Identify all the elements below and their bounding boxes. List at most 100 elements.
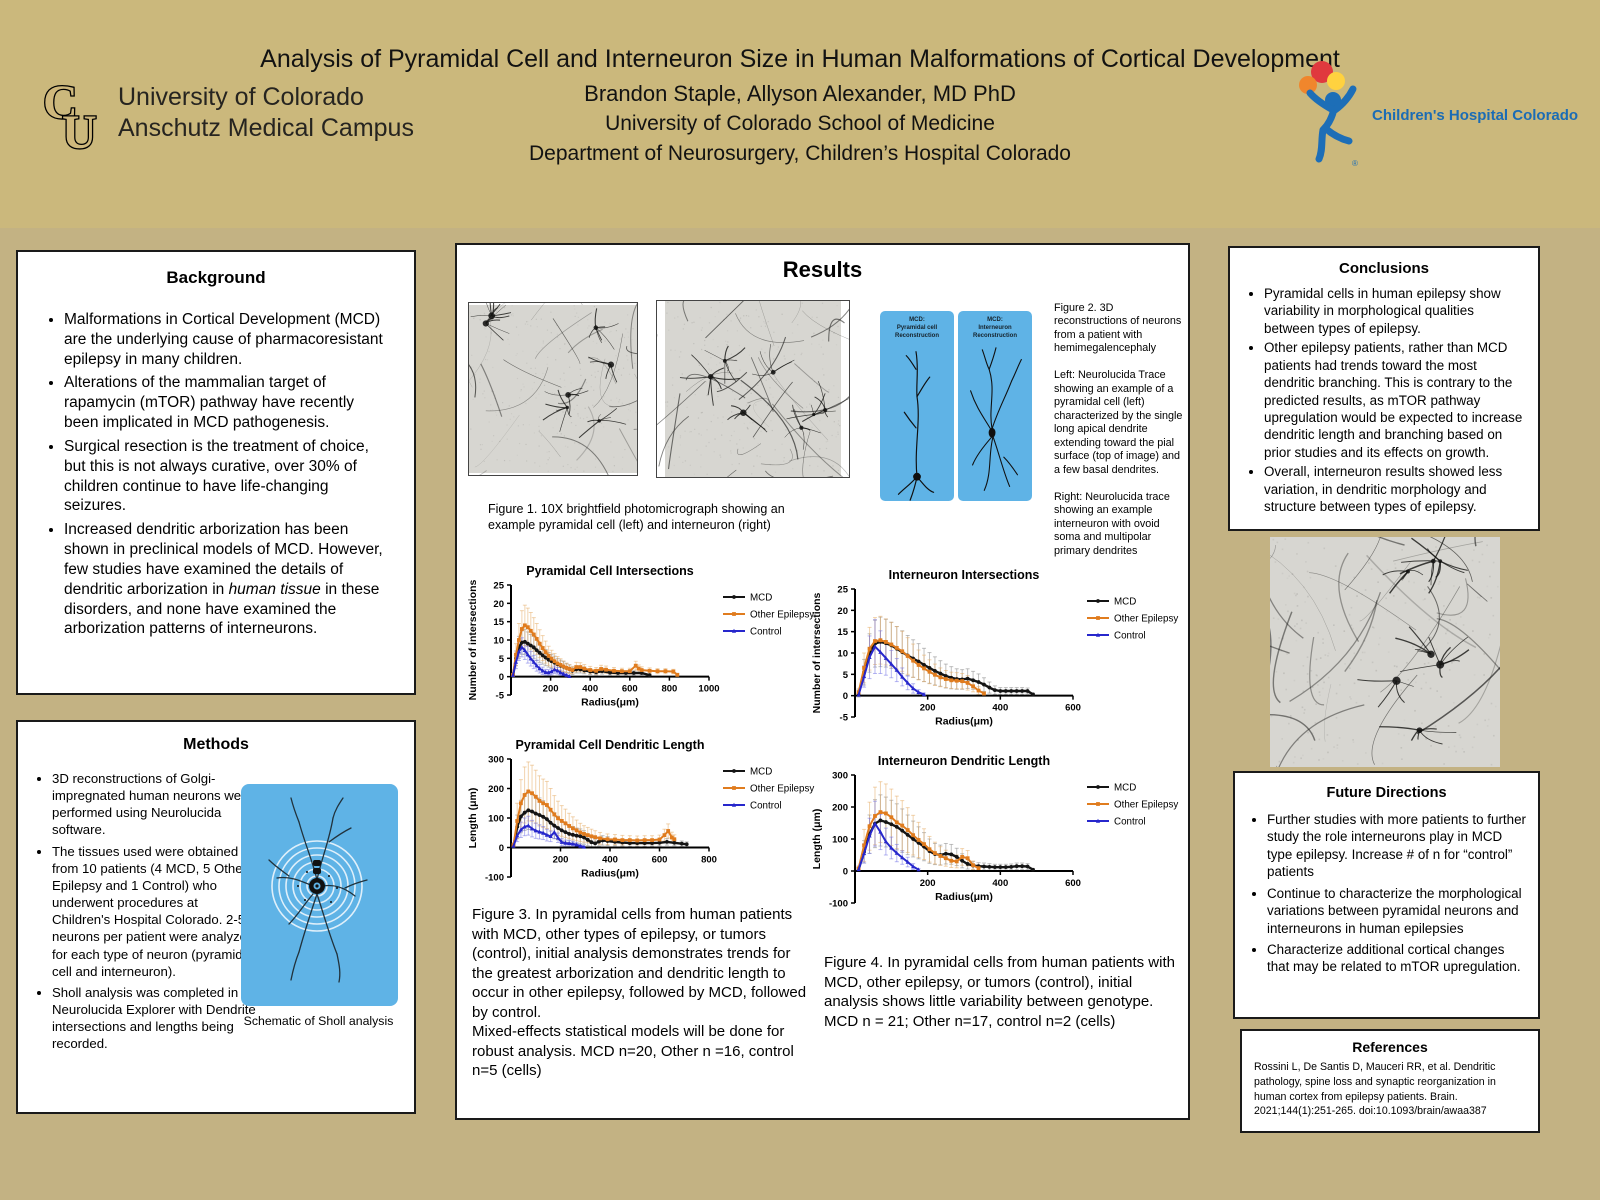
bullet: Malformations in Cortical Development (M… — [64, 310, 388, 369]
svg-text:Other Epilepsy: Other Epilepsy — [1114, 800, 1178, 811]
svg-text:U: U — [62, 106, 97, 154]
svg-text:400: 400 — [582, 684, 598, 695]
background-bullet-list: Malformations in Cortical Development (M… — [44, 310, 388, 639]
svg-text:-100: -100 — [829, 899, 848, 910]
svg-text:400: 400 — [992, 703, 1008, 714]
cu-logo-text: University of Colorado Anschutz Medical … — [118, 82, 414, 144]
svg-text:800: 800 — [701, 855, 717, 866]
bullet: 3D reconstructions of Golgi-impregnated … — [52, 770, 257, 839]
reference-text: Rossini L, De Santis D, Mauceri RR, et a… — [1254, 1061, 1496, 1118]
recon-label-line2: Pyramidal cell Reconstruction — [894, 325, 939, 340]
svg-text:-100: -100 — [485, 873, 504, 884]
figure2-caption: Figure 2. 3D reconstructions of neurons … — [1054, 302, 1183, 557]
svg-text:0: 0 — [843, 691, 848, 702]
bullet: Alterations of the mammalian target of r… — [64, 373, 388, 432]
recon-label-line2: Interneuron Reconstruction — [972, 325, 1017, 340]
svg-text:25: 25 — [493, 581, 504, 592]
svg-text:0: 0 — [843, 867, 848, 878]
svg-text:Length (μm): Length (μm) — [811, 809, 823, 870]
svg-text:Radius(μm): Radius(μm) — [581, 697, 639, 709]
svg-text:Control: Control — [1114, 631, 1146, 642]
figure4-caption: Figure 4. In pyramidal cells from human … — [824, 954, 1175, 1030]
childrens-hospital-logo: ® Children's Hospital Colorado — [1296, 58, 1578, 173]
svg-text:600: 600 — [652, 855, 668, 866]
bullet: Pyramidal cells in human epilepsy show v… — [1264, 285, 1524, 337]
interneuron-trace-icon — [970, 347, 1022, 492]
bullet: The tissues used were obtained from 10 p… — [52, 843, 257, 980]
svg-text:20: 20 — [837, 606, 848, 617]
svg-text:10: 10 — [493, 636, 504, 647]
bullet: Overall, interneuron results showed less… — [1264, 463, 1524, 515]
svg-text:15: 15 — [837, 627, 848, 638]
svg-text:Radius(μm): Radius(μm) — [935, 716, 993, 728]
conclusions-title: Conclusions — [1338, 260, 1429, 277]
svg-text:5: 5 — [843, 670, 849, 681]
conclusions-bullet-list: Pyramidal cells in human epilepsy show v… — [1244, 285, 1524, 515]
cu-anschutz-logo: C U University of Colorado Anschutz Medi… — [42, 72, 414, 154]
bullet: Surgical resection is the treatment of c… — [64, 437, 388, 516]
pyramidal-intersections-chart: Pyramidal Cell Intersections -5 0 5 10 15 20 25… — [467, 564, 814, 709]
svg-text:®: ® — [1352, 159, 1358, 168]
svg-text:1000: 1000 — [698, 684, 719, 695]
svg-text:-5: -5 — [840, 713, 849, 724]
svg-text:20: 20 — [493, 599, 504, 610]
svg-text:400: 400 — [992, 878, 1008, 889]
poster-title: Analysis of Pyramidal Cell and Interneur… — [260, 45, 1340, 73]
svg-text:100: 100 — [488, 814, 504, 825]
bullet: Further studies with more patients to fu… — [1267, 811, 1526, 881]
svg-text:5: 5 — [499, 654, 505, 665]
svg-text:0: 0 — [499, 843, 504, 854]
background-panel: Background Malformations in Cortical Dev… — [16, 250, 416, 695]
results-panel: Results MCD: Pyramidal cell Reconstructi… — [455, 243, 1190, 1120]
interneuron-dendritic-length-chart: Interneuron Dendritic Length -100 0 100 200 3… — [811, 754, 1178, 910]
bullet: Other epilepsy patients, rather than MCD… — [1264, 339, 1524, 461]
methods-bullet-list: 3D reconstructions of Golgi-impregnated … — [34, 770, 257, 1053]
cu-monogram-icon: C U — [42, 75, 98, 154]
svg-text:600: 600 — [1065, 703, 1081, 714]
mcd-interneuron-reconstruction: MCD: Interneuron Reconstruction — [958, 311, 1032, 501]
methods-panel: Methods 3D reconstructions of Golgi-impr… — [16, 720, 416, 1114]
interneuron-intersections-chart: Interneuron Intersections -5 0 5 10 15 20 25 200… — [811, 568, 1178, 728]
results-title: Results — [782, 257, 863, 282]
bullet: Characterize additional cortical changes… — [1267, 941, 1526, 976]
sholl-schematic-caption: Schematic of Sholl analysis — [243, 1014, 394, 1028]
svg-text:Control: Control — [750, 627, 782, 638]
cu-logo-line2: Anschutz Medical Campus — [118, 114, 414, 142]
svg-text:200: 200 — [488, 784, 504, 795]
svg-text:Control: Control — [1114, 817, 1146, 828]
figure3-caption: Figure 3. In pyramidal cells from human … — [472, 906, 807, 1079]
svg-text:Interneuron Intersections: Interneuron Intersections — [889, 568, 1040, 582]
svg-text:0: 0 — [499, 672, 504, 683]
childrens-hospital-logo-text: Children's Hospital Colorado — [1372, 107, 1579, 124]
svg-text:300: 300 — [832, 771, 848, 782]
svg-text:Length (μm): Length (μm) — [467, 788, 479, 849]
svg-text:600: 600 — [622, 684, 638, 695]
svg-text:Number of intersections: Number of intersections — [467, 579, 479, 700]
svg-text:Control: Control — [750, 801, 782, 812]
svg-text:MCD: MCD — [750, 767, 772, 778]
figure1-micrograph-interneuron — [656, 300, 850, 478]
poster-authors: Brandon Staple, Allyson Alexander, MD Ph… — [584, 81, 1016, 106]
svg-text:800: 800 — [661, 684, 677, 695]
mcd-pyramidal-reconstruction: MCD: Pyramidal cell Reconstruction — [880, 311, 954, 502]
recon-label-line1: MCD: — [987, 317, 1003, 323]
svg-text:15: 15 — [493, 617, 504, 628]
figure1-micrograph-pyramidal — [468, 302, 638, 476]
svg-text:200: 200 — [553, 855, 569, 866]
svg-text:600: 600 — [1065, 878, 1081, 889]
svg-text:300: 300 — [488, 755, 504, 766]
cu-logo-line1: University of Colorado — [118, 83, 364, 111]
svg-text:Radius(μm): Radius(μm) — [581, 868, 639, 880]
svg-text:Number of intersections: Number of intersections — [811, 592, 823, 713]
references-title: References — [1352, 1039, 1428, 1055]
conclusions-panel: Conclusions Pyramidal cells in human epi… — [1228, 246, 1540, 531]
svg-text:400: 400 — [602, 855, 618, 866]
background-title: Background — [166, 268, 266, 287]
svg-text:200: 200 — [543, 684, 559, 695]
svg-text:Interneuron Dendritic Length: Interneuron Dendritic Length — [878, 754, 1050, 768]
pyramidal-dendritic-length-chart: Pyramidal Cell Dendritic Length -100 0 100 2… — [467, 738, 814, 884]
svg-text:-5: -5 — [496, 691, 505, 702]
svg-text:Other Epilepsy: Other Epilepsy — [750, 784, 814, 795]
childrens-hospital-icon: ® — [1299, 61, 1358, 168]
